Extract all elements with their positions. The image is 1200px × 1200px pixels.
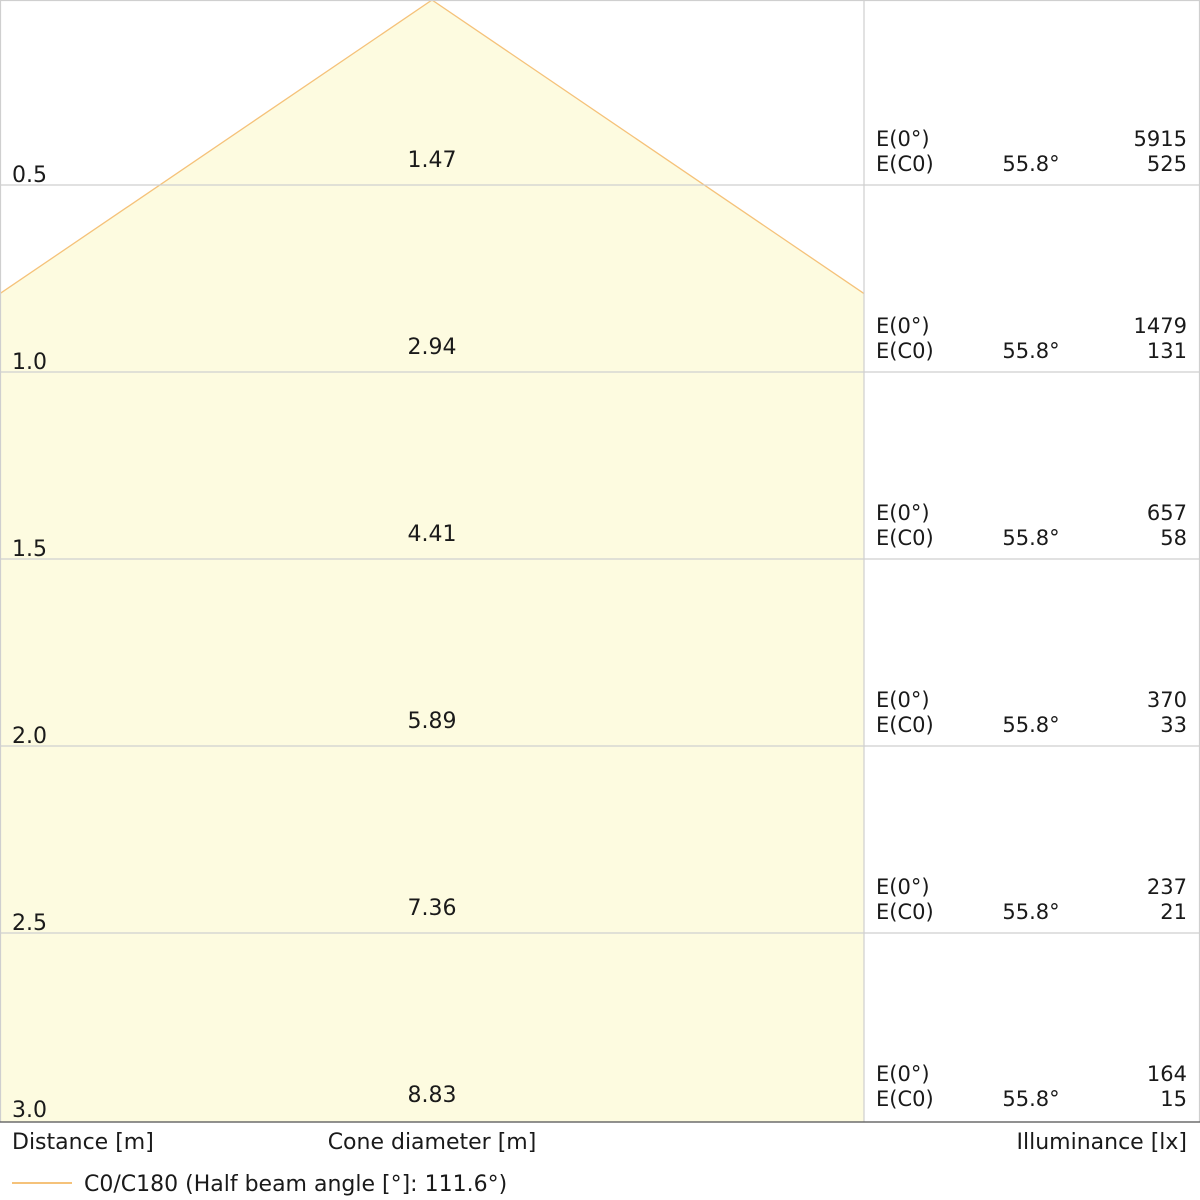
ec0-value: 58 <box>1160 526 1187 550</box>
x-axis-label: Distance [m] <box>12 1130 154 1155</box>
cone-area <box>0 0 864 1122</box>
ec0-label: E(C0) <box>876 526 934 550</box>
c0-angle-value: 55.8° <box>1002 152 1059 176</box>
distance-label: 0.5 <box>12 163 47 188</box>
ec0-label: E(C0) <box>876 339 934 363</box>
distance-label: 1.5 <box>12 537 47 562</box>
c0-angle-value: 55.8° <box>1002 713 1059 737</box>
e0-value: 1479 <box>1134 314 1187 338</box>
e0-label: E(0°) <box>876 501 930 525</box>
distance-label: 1.0 <box>12 350 47 375</box>
ec0-value: 21 <box>1160 900 1187 924</box>
c0-angle-value: 55.8° <box>1002 900 1059 924</box>
ec0-label: E(C0) <box>876 1087 934 1111</box>
row-layer: 0.51.47E(0°)E(C0) 55.8°59155251.02.94E(0°… <box>12 127 1187 1123</box>
e0-label: E(0°) <box>876 688 930 712</box>
e0-value: 164 <box>1147 1062 1187 1086</box>
illuminance-axis-label: Illuminance [lx] <box>1017 1130 1188 1155</box>
cone-diameter-label: 7.36 <box>408 896 457 921</box>
ec0-value: 131 <box>1147 339 1187 363</box>
e0-label: E(0°) <box>876 875 930 899</box>
e0-label: E(0°) <box>876 314 930 338</box>
cone-diameter-label: 8.83 <box>408 1083 457 1108</box>
cone-axis-label: Cone diameter [m] <box>328 1130 537 1155</box>
legend-label: C0/C180 (Half beam angle [°]: 111.6°) <box>84 1172 507 1197</box>
ec0-value: 525 <box>1147 152 1187 176</box>
e0-value: 5915 <box>1134 127 1187 151</box>
e0-label: E(0°) <box>876 127 930 151</box>
ec0-label: E(C0) <box>876 713 934 737</box>
cone-diameter-label: 2.94 <box>408 335 457 360</box>
e0-value: 237 <box>1147 875 1187 899</box>
distance-label: 2.5 <box>12 911 47 936</box>
c0-angle-value: 55.8° <box>1002 1087 1059 1111</box>
e0-label: E(0°) <box>876 1062 930 1086</box>
grid-layer <box>0 0 1200 1123</box>
cone-edge-c0-c180 <box>0 0 865 295</box>
distance-label: 3.0 <box>12 1098 47 1123</box>
ec0-label: E(C0) <box>876 900 934 924</box>
cone-diameter-label: 4.41 <box>408 522 457 547</box>
distance-label: 2.0 <box>12 724 47 749</box>
c0-angle-value: 55.8° <box>1002 526 1059 550</box>
cone-diameter-label: 5.89 <box>408 709 457 734</box>
ec0-value: 33 <box>1160 713 1187 737</box>
ec0-label: E(C0) <box>876 152 934 176</box>
e0-value: 657 <box>1147 501 1187 525</box>
ec0-value: 15 <box>1160 1087 1187 1111</box>
e0-value: 370 <box>1147 688 1187 712</box>
c0-angle-value: 55.8° <box>1002 339 1059 363</box>
cone-diameter-label: 1.47 <box>408 148 457 173</box>
